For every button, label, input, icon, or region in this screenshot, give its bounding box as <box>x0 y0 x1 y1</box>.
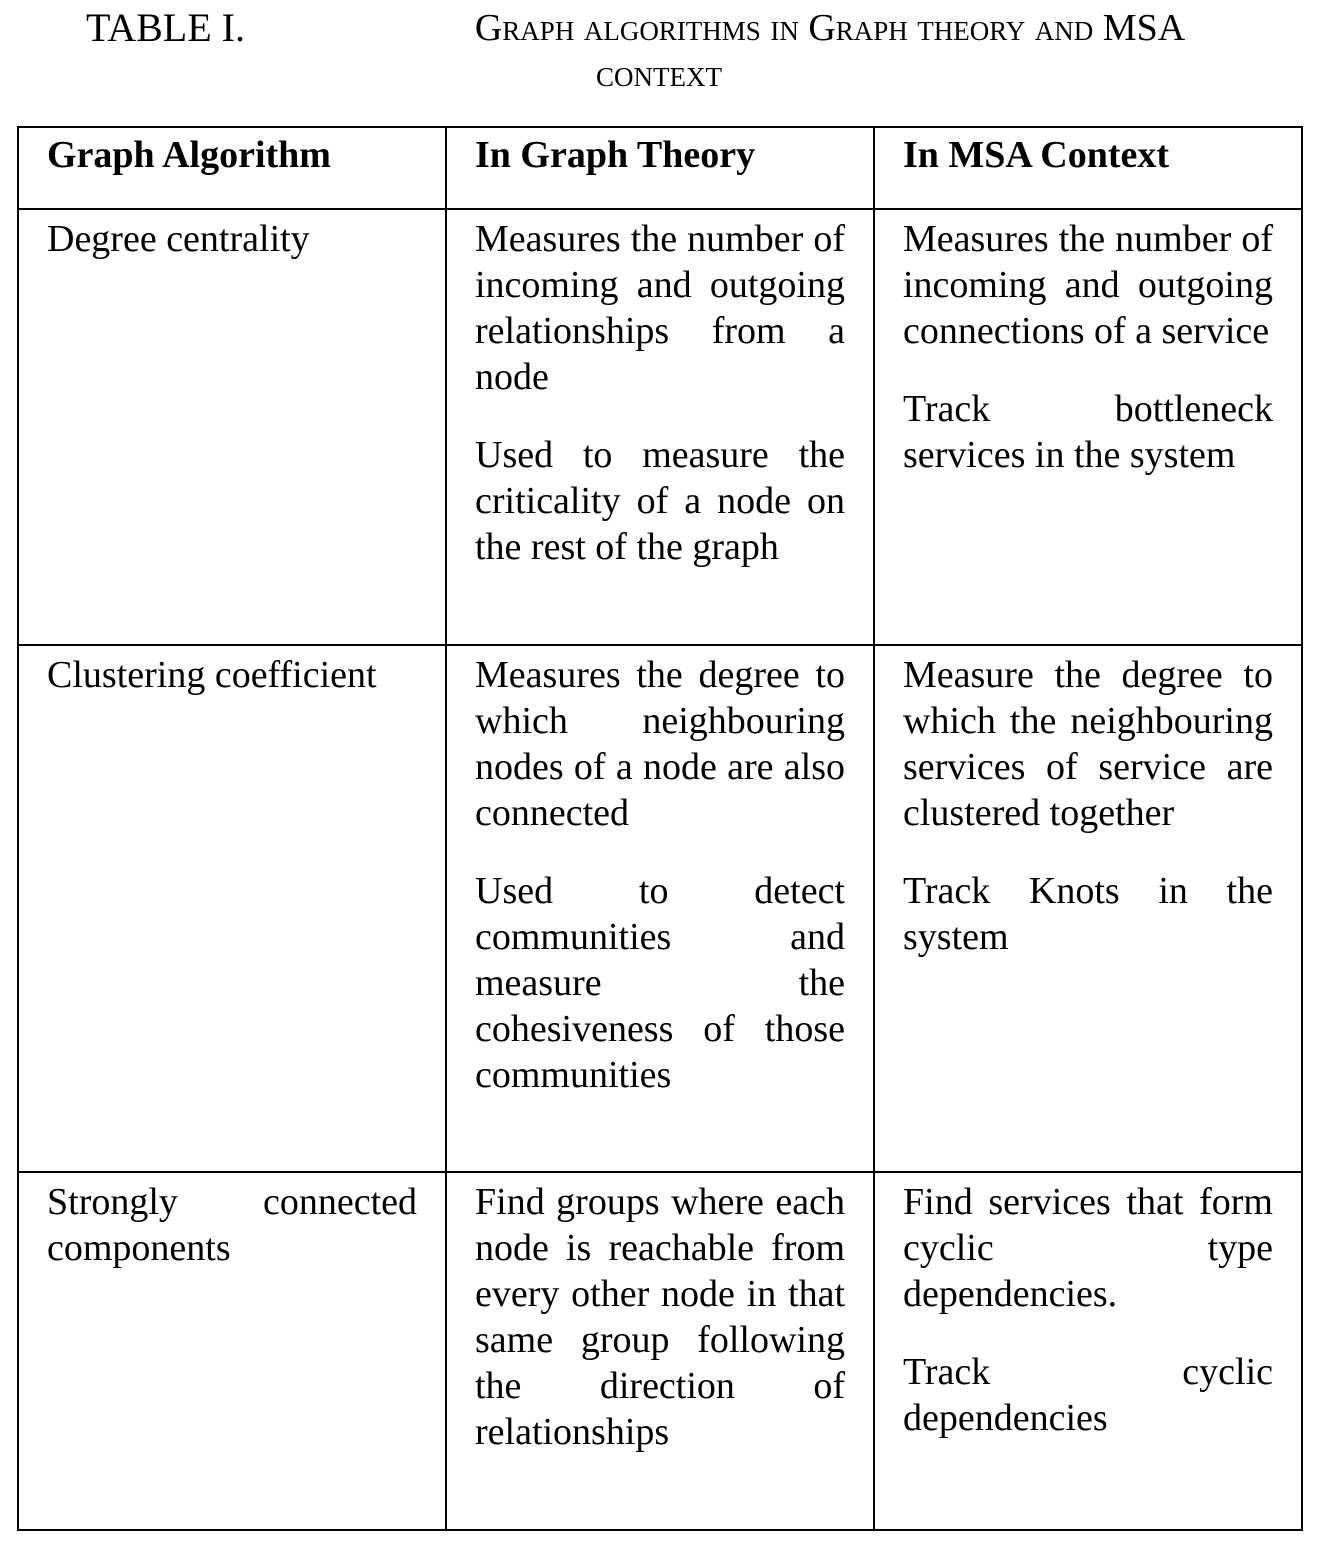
header-in-msa-context: In MSA Context <box>873 126 1303 210</box>
algorithm-cell: Strongly connected components <box>17 1171 447 1531</box>
algorithm-cell: Degree centrality <box>17 208 447 646</box>
msa-context-text: Track Knots in the system <box>903 870 1273 958</box>
algorithm-name: Clustering coefficient <box>47 654 377 696</box>
msa-context-text: Track cyclic dependencies <box>903 1351 1273 1439</box>
table-row: Strongly connected components Find group… <box>17 1171 1303 1531</box>
table-title-line2: context <box>596 53 722 95</box>
graph-theory-cell: Measures the degree to which neighbourin… <box>445 644 875 1173</box>
msa-context-cell: Find services that form cyclic type depe… <box>873 1171 1303 1531</box>
graph-algorithms-table: Graph Algorithm In Graph Theory In MSA C… <box>17 126 1303 1531</box>
msa-context-text: Find services that form cyclic type depe… <box>903 1181 1273 1315</box>
msa-context-cell: Measure the degree to which the neighbou… <box>873 644 1303 1173</box>
table-title: Graph algorithms in Graph theory and MSA… <box>320 4 1318 95</box>
graph-theory-cell: Find groups where each node is reachable… <box>445 1171 875 1531</box>
table-row: Clustering coefficient Measures the degr… <box>17 644 1303 1173</box>
header-in-graph-theory: In Graph Theory <box>445 126 875 210</box>
msa-context-text: Measures the number of incoming and outg… <box>903 218 1273 352</box>
table-caption: TABLE I. Graph algorithms in Graph theor… <box>0 0 1318 120</box>
table-label: TABLE I. <box>86 5 245 50</box>
table-row: Degree centrality Measures the number of… <box>17 208 1303 646</box>
graph-theory-text: Measures the number of incoming and outg… <box>475 218 845 398</box>
msa-context-cell: Measures the number of incoming and outg… <box>873 208 1303 646</box>
graph-theory-text: Used to detect communities and measure t… <box>475 870 845 1096</box>
graph-theory-text: Find groups where each node is reachable… <box>475 1181 845 1453</box>
header-graph-algorithm: Graph Algorithm <box>17 126 447 210</box>
graph-theory-cell: Measures the number of incoming and outg… <box>445 208 875 646</box>
graph-theory-text: Measures the degree to which neighbourin… <box>475 654 845 834</box>
algorithm-name: Degree centrality <box>47 218 310 260</box>
msa-context-text: Track bottleneck services in the system <box>903 388 1273 476</box>
graph-theory-text: Used to measure the criticality of a nod… <box>475 434 845 568</box>
table-header-row: Graph Algorithm In Graph Theory In MSA C… <box>17 126 1303 210</box>
algorithm-name: Strongly connected components <box>47 1181 417 1269</box>
algorithm-cell: Clustering coefficient <box>17 644 447 1173</box>
table-title-line1: Graph algorithms in Graph theory and MSA <box>474 7 1186 49</box>
msa-context-text: Measure the degree to which the neighbou… <box>903 654 1273 834</box>
